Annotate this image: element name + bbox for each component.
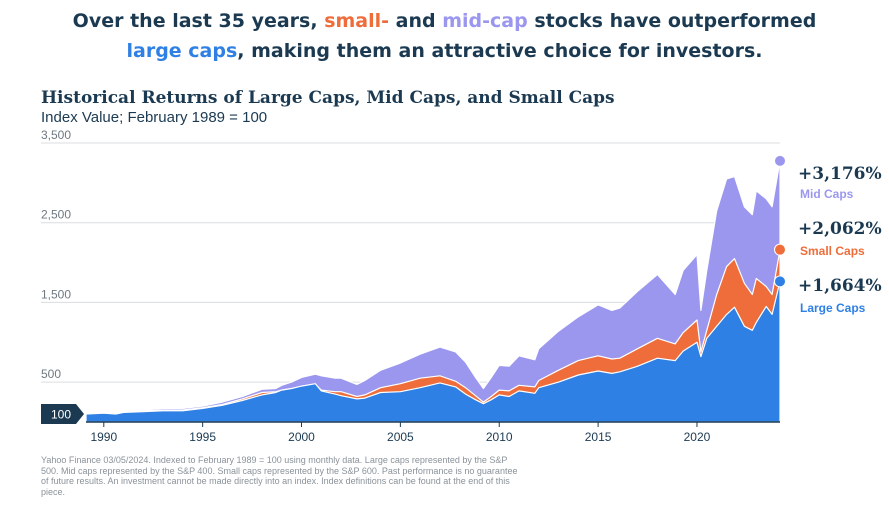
area-mid-caps [85,160,781,423]
x-tick-label: 1995 [189,430,216,444]
headline-text: , making them an attractive choice for i… [237,40,763,62]
chart-title: Historical Returns of Large Caps, Mid Ca… [41,88,615,108]
headline: Over the last 35 years, small- and mid-c… [0,6,889,66]
chart-subtitle: Index Value; February 1989 = 100 [41,109,268,126]
x-tick-label: 2000 [288,430,315,444]
headline-text: Over the last 35 years, [72,10,325,32]
x-tick-label: 2010 [486,430,513,444]
end-value-label: +3,176% [798,164,882,184]
headline-mid-cap: mid-cap [442,10,528,32]
y-tick-label: 3,500 [41,128,71,142]
headline-large-caps: large caps [126,40,238,62]
footnote: Yahoo Finance 03/05/2024. Indexed to Feb… [41,455,518,497]
end-value-label: +2,062% [798,219,882,239]
end-dot-large-caps [774,275,786,288]
headline-line-2: large caps, making them an attractive ch… [0,36,889,66]
x-tick-label: 2020 [684,430,711,444]
end-series-label: Large Caps [800,301,866,315]
headline-line-1: Over the last 35 years, small- and mid-c… [0,6,889,36]
y-tick-label: 1,500 [41,287,71,301]
end-series-label: Mid Caps [800,187,854,201]
y-tick-label: 500 [41,367,61,381]
x-tick-label: 2005 [387,430,414,444]
base-marker [41,404,84,425]
y-tick-label: 2,500 [41,208,71,222]
base-marker-label: 100 [51,408,71,422]
end-dot-small-caps [774,243,786,256]
headline-text: and [389,10,443,32]
x-tick-label: 1990 [90,430,117,444]
headline-small-cap: small- [324,10,390,32]
area-large-caps [85,280,781,423]
end-series-label: Small Caps [800,244,865,258]
x-tick-label: 2015 [585,430,612,444]
end-value-label: +1,664% [798,276,882,296]
end-dot-mid-caps [774,154,786,167]
headline-text: stocks have outperformed [527,10,817,32]
